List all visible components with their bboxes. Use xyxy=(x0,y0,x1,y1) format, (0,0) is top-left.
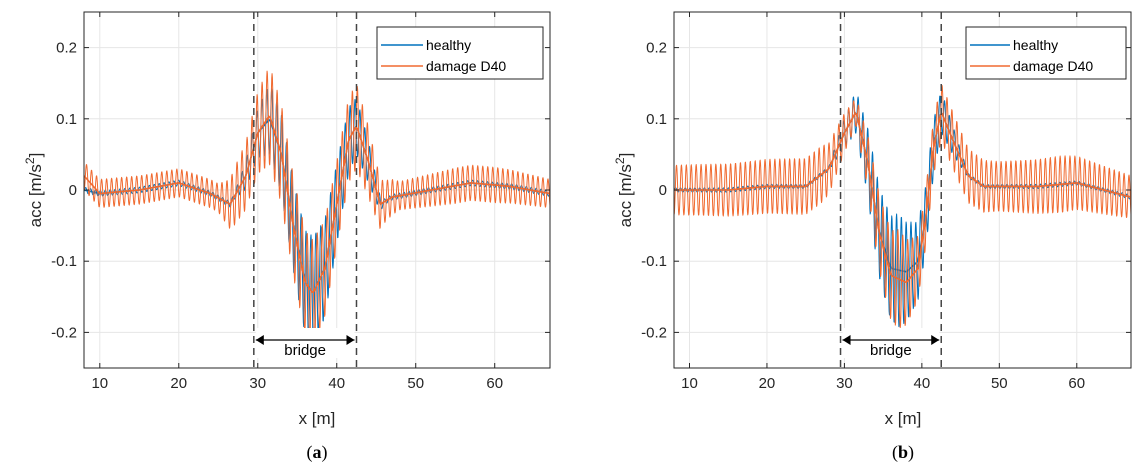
x-tick-label: 30 xyxy=(836,375,853,392)
x-tick-label: 40 xyxy=(914,375,931,392)
y-tick-label: 0.1 xyxy=(56,111,77,128)
panel-caption-a: (a) xyxy=(307,442,328,463)
bridge-annotation: bridge xyxy=(839,12,942,368)
series-line-damage-oscillation xyxy=(83,70,551,343)
bridge-annotation: bridge xyxy=(253,12,358,368)
legend-label-healthy: healthy xyxy=(1013,37,1058,53)
series-line-damage-trend xyxy=(674,111,1132,284)
x-tick-label: 60 xyxy=(486,375,503,392)
series-line-damage-trend xyxy=(83,115,551,294)
bridge-arrow-head-left xyxy=(255,335,264,345)
legend-box xyxy=(965,26,1127,80)
bridge-arrow-head-right xyxy=(346,335,355,345)
legend-label-damage: damage D40 xyxy=(426,58,506,74)
legend-label-healthy: healthy xyxy=(426,37,471,53)
panel-caption-b: (b) xyxy=(892,442,914,463)
data-series xyxy=(673,84,1132,329)
x-tick-label: 10 xyxy=(681,375,698,392)
y-tick-label: 0 xyxy=(659,182,667,199)
series-line-healthy-oscillation xyxy=(83,88,551,350)
y-tick-label: -0.2 xyxy=(641,324,667,341)
x-tick-label: 10 xyxy=(91,375,108,392)
y-tick-label: 0.2 xyxy=(56,40,77,57)
data-series xyxy=(83,70,551,350)
y-tick-label: 0.1 xyxy=(646,111,667,128)
y-tick-label: -0.1 xyxy=(641,253,667,270)
bridge-arrow-head-right xyxy=(931,335,940,345)
bridge-arrow-head-left xyxy=(842,335,851,345)
bridge-label-background xyxy=(255,328,355,358)
chart-panel-a: 10 20 30 40 50 60 -0.2 -0.1 0 0.1 0.2 bridge x [m]… xyxy=(23,11,551,463)
y-tick-label: -0.1 xyxy=(51,253,77,270)
x-axis-label: x [m] xyxy=(885,409,922,428)
chart-panel-b: 10 20 30 40 50 60 -0.2 -0.1 0 0.1 0.2 bridge x [m]… xyxy=(613,11,1132,463)
legend-label-damage: damage D40 xyxy=(1013,58,1093,74)
bridge-label: bridge xyxy=(870,342,912,359)
series-line-healthy-oscillation xyxy=(673,95,1132,328)
y-axis-label: acc [m/s2] xyxy=(23,153,45,228)
bridge-label: bridge xyxy=(284,342,326,359)
x-axis-label: x [m] xyxy=(299,409,336,428)
x-tick-label: 60 xyxy=(1068,375,1085,392)
y-axis-label: acc [m/s2] xyxy=(613,153,635,228)
x-tick-label: 40 xyxy=(328,375,345,392)
legend: healthy damage D40 xyxy=(965,26,1127,80)
y-tick-label: 0 xyxy=(69,182,77,199)
x-tick-label: 50 xyxy=(407,375,424,392)
y-tick-label: 0.2 xyxy=(646,40,667,57)
y-tick-label: -0.2 xyxy=(51,324,77,341)
x-tick-label: 20 xyxy=(170,375,187,392)
x-tick-label: 30 xyxy=(249,375,266,392)
bridge-label-background xyxy=(842,328,940,358)
x-tick-label: 20 xyxy=(759,375,776,392)
legend-box xyxy=(376,26,544,80)
series-line-damage-oscillation xyxy=(673,84,1132,329)
tick-marks: 10 20 30 40 50 60 -0.2 -0.1 0 0.1 0.2 xyxy=(641,12,1131,392)
tick-marks: 10 20 30 40 50 60 -0.2 -0.1 0 0.1 0.2 xyxy=(51,12,550,392)
legend: healthy damage D40 xyxy=(376,26,544,80)
x-tick-label: 50 xyxy=(991,375,1008,392)
